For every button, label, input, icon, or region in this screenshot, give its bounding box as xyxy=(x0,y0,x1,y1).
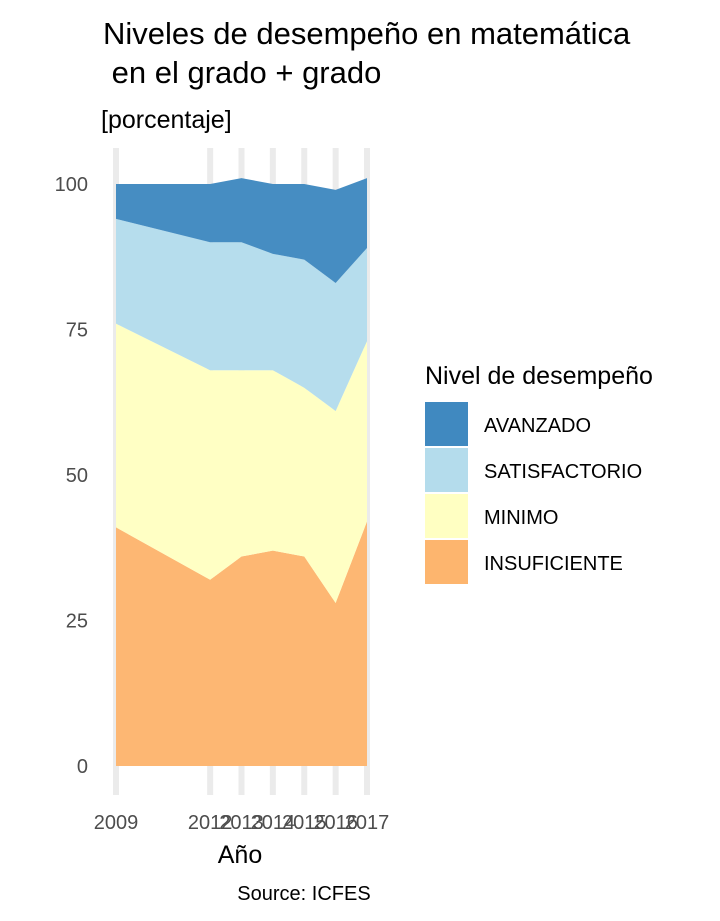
x-tick-label-2013: 2013 xyxy=(219,812,264,834)
x-tick-label-2012: 2012 xyxy=(188,812,233,834)
legend-key-satisfactorio xyxy=(425,448,468,492)
y-tick-label-100: 100 xyxy=(55,174,88,196)
area-avanzado xyxy=(116,178,367,283)
x-tick-label-2009: 2009 xyxy=(94,812,139,834)
y-tick-label-0: 0 xyxy=(77,756,88,778)
legend: Nivel de desempeño AVANZADO SATISFACTORIO… xyxy=(425,362,653,584)
x-tick-label-2015: 2015 xyxy=(282,812,327,834)
chart-title-line1: Niveles de desempeño en matemática xyxy=(103,16,631,51)
chart-subtitle: [porcentaje] xyxy=(101,106,232,134)
legend-label-avanzado: AVANZADO xyxy=(484,415,591,437)
x-tick-label-2014: 2014 xyxy=(251,812,296,834)
legend-title: Nivel de desempeño xyxy=(425,362,653,390)
y-tick-label-50: 50 xyxy=(66,465,88,487)
area-minimo xyxy=(116,323,367,604)
legend-label-minimo: MINIMO xyxy=(484,507,558,529)
legend-label-insuficiente: INSUFICIENTE xyxy=(484,553,623,575)
chart-caption: Source: ICFES xyxy=(237,883,370,905)
area-satisfactorio xyxy=(116,218,367,411)
x-tick-label-2016: 2016 xyxy=(313,812,358,834)
legend-key-insuficiente xyxy=(425,540,468,584)
area-insuficiente xyxy=(116,521,367,766)
y-tick-label-25: 25 xyxy=(66,611,88,633)
chart-title-line2: en el grado + grado xyxy=(103,55,381,90)
y-axis-ticks: 0 25 50 75 100 xyxy=(55,174,88,778)
x-tick-label-2017: 2017 xyxy=(345,812,390,834)
x-axis-title: Año xyxy=(218,841,262,869)
y-tick-label-75: 75 xyxy=(66,320,88,342)
legend-key-minimo xyxy=(425,494,468,538)
legend-label-satisfactorio: SATISFACTORIO xyxy=(484,461,642,483)
stacked-areas xyxy=(116,178,367,766)
legend-key-avanzado xyxy=(425,402,468,446)
